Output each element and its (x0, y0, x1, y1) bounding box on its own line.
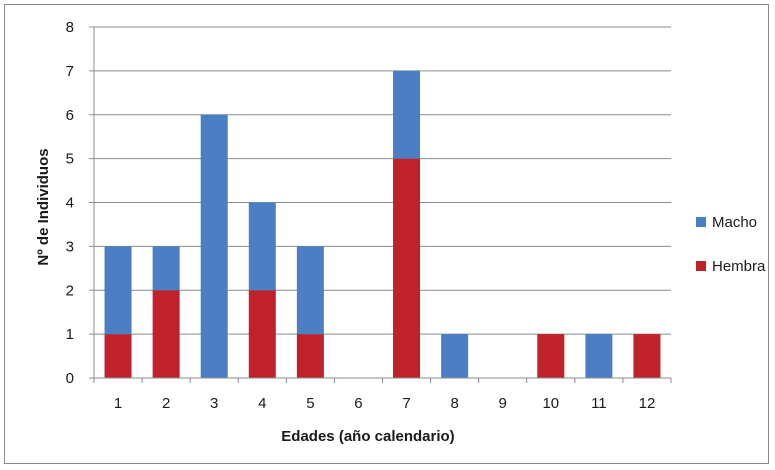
bar-macho-1 (104, 246, 132, 335)
legend-swatch-macho (696, 217, 706, 227)
x-axis-title: Edades (año calendario) (281, 428, 454, 445)
x-tick-label: 6 (354, 395, 362, 412)
bar-hembra-12 (633, 334, 661, 378)
x-tick-label: 12 (639, 395, 656, 412)
bar-macho-5 (296, 246, 324, 335)
x-tick-label: 9 (499, 395, 507, 412)
bar-hembra-2 (152, 290, 180, 378)
y-tick-label: 0 (66, 370, 74, 387)
bar-hembra-10 (537, 334, 565, 378)
bar-macho-3 (200, 114, 228, 378)
y-axis-title: Nº de Individuos (35, 148, 52, 265)
bars (104, 70, 661, 378)
y-tick-label: 6 (66, 107, 74, 124)
bar-macho-2 (152, 246, 180, 291)
y-tick-label: 2 (66, 282, 74, 299)
bar-macho-11 (585, 334, 613, 378)
x-tick-label: 7 (402, 395, 410, 412)
x-tick-label: 2 (162, 395, 170, 412)
x-tick-label: 1 (114, 395, 122, 412)
y-tick-label: 1 (66, 326, 74, 343)
gridlines (94, 26, 671, 335)
legend-item-hembra: Hembra (696, 258, 766, 275)
bar-hembra-5 (296, 334, 324, 378)
x-tick-label: 11 (591, 395, 607, 412)
legend-item-macho: Macho (696, 214, 757, 231)
legend: Macho Hembra (696, 214, 766, 275)
bar-macho-8 (441, 334, 469, 378)
chart-area: 0 1 2 3 4 5 6 7 8 1 2 3 4 5 6 7 8 9 10 11 12 Nº de Individuo… (4, 4, 769, 464)
x-tick-label: 10 (542, 395, 559, 412)
bar-hembra-7 (393, 158, 421, 378)
bar-macho-7 (393, 70, 421, 159)
x-tick-label: 3 (210, 395, 218, 412)
bar-hembra-4 (248, 290, 276, 378)
legend-label-macho: Macho (712, 214, 757, 231)
legend-label-hembra: Hembra (712, 258, 766, 275)
y-tick-label: 3 (66, 238, 74, 255)
bar-macho-4 (248, 202, 276, 291)
x-tick-label: 4 (258, 395, 266, 412)
x-tick-label: 8 (450, 395, 458, 412)
y-tick-label: 5 (66, 151, 74, 168)
x-tick-label: 5 (306, 395, 314, 412)
bar-hembra-1 (104, 334, 132, 378)
y-tick-label: 7 (66, 63, 74, 80)
y-tick-label: 4 (66, 195, 74, 212)
y-tick-label: 8 (66, 19, 74, 36)
legend-swatch-hembra (696, 261, 706, 271)
